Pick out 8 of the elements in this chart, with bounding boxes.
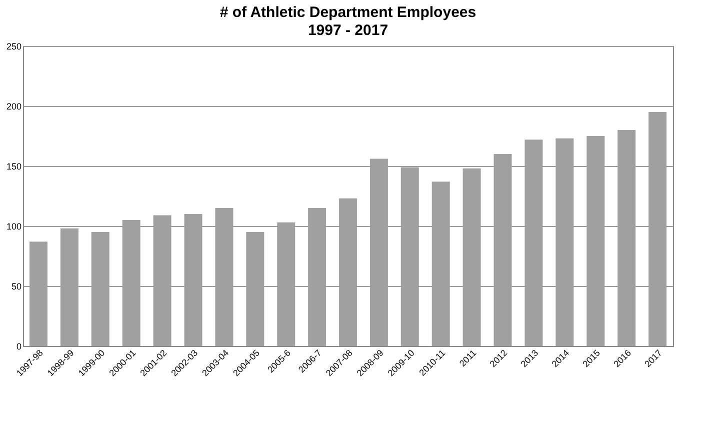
- y-tick-label: 200: [6, 102, 22, 112]
- y-tick-label: 250: [6, 42, 22, 52]
- y-tick-label: 100: [6, 222, 22, 232]
- y-tick-label: 0: [16, 342, 22, 352]
- chart-title: # of Athletic Department Employees: [220, 4, 476, 21]
- chart-subtitle: 1997 - 2017: [308, 22, 388, 39]
- y-tick-label: 150: [6, 162, 22, 172]
- y-tick-label: 50: [11, 282, 22, 292]
